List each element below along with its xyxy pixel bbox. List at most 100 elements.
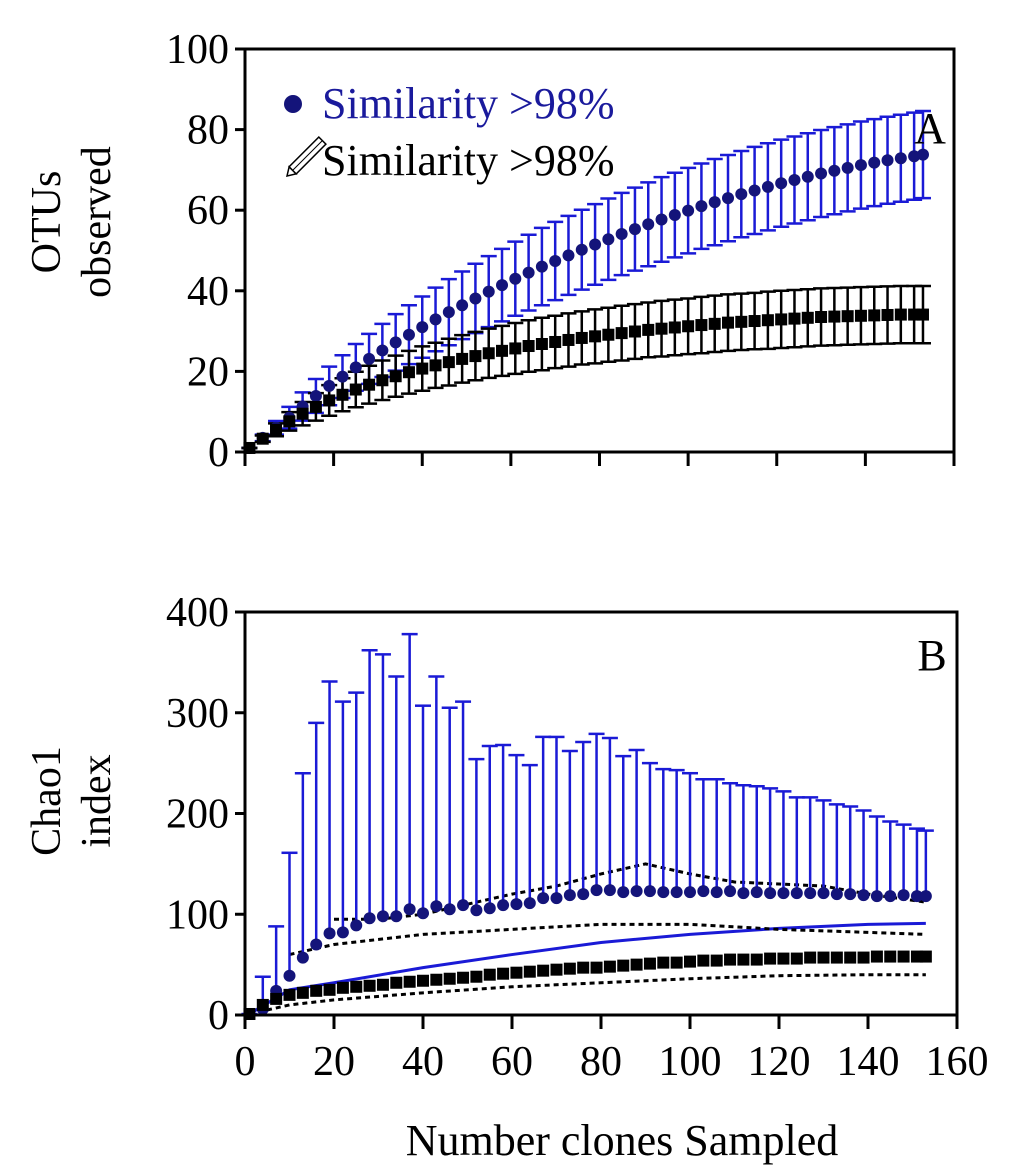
data-point [628,325,641,338]
data-point [417,974,429,987]
data-point [310,938,323,951]
data-point [416,321,429,334]
data-point [841,310,854,323]
panel-b-ylabel-line1: Chao1 [24,746,70,856]
data-point [615,327,628,340]
data-point [497,967,510,980]
data-point [630,885,643,898]
data-point [537,964,550,977]
data-point [737,887,750,900]
data-point [482,285,495,298]
y-tick-label: 200 [166,792,229,838]
data-point [657,886,670,899]
data-point [916,148,929,161]
data-point [854,309,867,322]
data-point [643,885,656,898]
data-point [801,311,814,324]
data-point [788,173,801,186]
x-tick-label: 0 [235,1039,256,1085]
data-point [256,432,269,445]
data-point [854,159,867,172]
panel-b: 0 100 200 300 400 0 20 40 60 80 100 120 140 160 B Ch… [24,590,989,1085]
data-point [509,342,522,355]
data-point [817,887,830,900]
data-point [804,887,817,900]
data-point [402,366,415,379]
data-point [523,965,536,978]
data-point [310,984,323,997]
x-tick-label: 100 [659,1039,722,1085]
data-point [522,266,535,279]
x-tick-label: 60 [491,1039,533,1085]
data-point [642,218,655,231]
data-point [549,335,562,348]
x-tick-label: 140 [837,1039,900,1085]
data-point [761,314,774,327]
data-point [390,910,403,923]
data-point [817,951,830,964]
data-point [897,889,910,902]
data-point [735,315,748,328]
data-point [643,957,656,970]
x-tick-label: 40 [402,1039,444,1085]
data-point [602,233,615,246]
data-point [668,321,681,334]
data-point [815,310,828,323]
data-point [764,887,777,900]
panel-a-ylabel-line2: observed [74,146,120,298]
data-point [509,272,522,285]
panel-a: 0 20 40 60 80 100 A OTUs observed Similarity … [24,27,956,476]
data-point [522,340,535,353]
legend-entry-1: Similarity >98% [322,79,614,128]
data-point [695,200,708,213]
data-point [894,152,907,165]
data-point [416,362,429,375]
data-point [510,966,523,979]
data-point [483,968,496,981]
data-point [389,370,402,383]
x-tick-label: 80 [580,1039,622,1085]
data-point [628,223,641,236]
data-point [828,310,841,323]
data-point [881,154,894,167]
data-point [870,890,883,903]
data-point [577,961,590,974]
bound-line [289,922,926,957]
data-point [270,423,283,436]
x-axis-label: Number clones Sampled [406,1116,839,1165]
data-point [908,150,921,163]
data-point [283,415,296,428]
data-point [589,238,602,251]
data-point [844,888,857,901]
data-point [575,243,588,256]
data-point [724,885,737,898]
data-point [804,951,817,964]
data-point [655,322,668,335]
data-point [336,370,349,383]
data-point [363,352,376,365]
data-point [642,323,655,336]
data-point [617,959,630,972]
y-tick-label: 100 [166,27,229,73]
data-point [884,890,897,903]
data-point [657,956,670,969]
data-point [376,374,389,387]
data-point [442,306,455,319]
data-point [429,313,442,326]
data-point [708,317,721,330]
y-tick-label: 0 [208,430,229,476]
data-point [537,892,550,905]
data-point [349,361,362,374]
data-point [336,981,349,994]
data-point [443,972,456,985]
data-point [710,954,723,967]
x-tick-label: 160 [926,1039,989,1085]
data-point [697,885,710,898]
data-point [309,389,322,402]
legend: Similarity >98% Similarity >98% [284,79,614,185]
data-point [402,328,415,341]
data-point [550,963,563,976]
y-tick-label: 100 [166,892,229,938]
data-point [684,886,696,899]
data-point [563,962,576,975]
